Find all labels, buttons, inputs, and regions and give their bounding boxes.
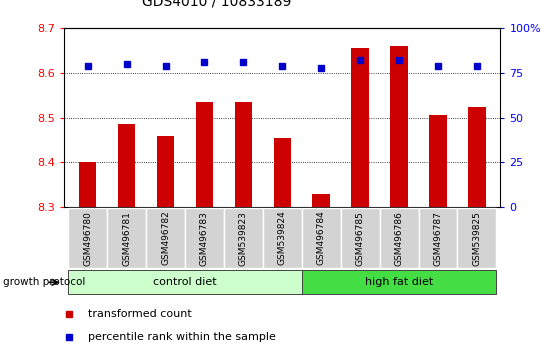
Bar [157,136,174,207]
Text: percentile rank within the sample: percentile rank within the sample [88,332,276,342]
Bar [390,46,408,207]
Bar [196,102,213,207]
Text: GSM539825: GSM539825 [472,211,481,266]
FancyBboxPatch shape [419,208,457,268]
FancyBboxPatch shape [302,208,340,268]
Bar [79,162,96,207]
Text: control diet: control diet [153,277,217,287]
FancyBboxPatch shape [263,208,302,268]
Bar [273,138,291,207]
Bar [235,102,252,207]
Text: GDS4010 / 10833189: GDS4010 / 10833189 [142,0,292,9]
FancyBboxPatch shape [107,208,146,268]
FancyBboxPatch shape [146,208,185,268]
Text: GSM539823: GSM539823 [239,211,248,266]
FancyBboxPatch shape [380,208,419,268]
Text: GSM539824: GSM539824 [278,211,287,266]
Bar [312,194,330,207]
Text: transformed count: transformed count [88,309,192,319]
Bar [429,115,447,207]
Text: GSM496785: GSM496785 [356,211,364,266]
Text: GSM496783: GSM496783 [200,211,209,266]
Text: high fat diet: high fat diet [365,277,433,287]
Bar [352,48,369,207]
FancyBboxPatch shape [185,208,224,268]
Text: GSM496781: GSM496781 [122,211,131,266]
Bar [468,107,486,207]
Text: GSM496787: GSM496787 [434,211,443,266]
Text: GSM496786: GSM496786 [395,211,404,266]
FancyBboxPatch shape [457,208,496,268]
FancyBboxPatch shape [340,208,380,268]
Text: GSM496784: GSM496784 [317,211,326,266]
Text: growth protocol: growth protocol [3,277,85,287]
Text: GSM496780: GSM496780 [83,211,92,266]
FancyBboxPatch shape [68,270,302,294]
Text: GSM496782: GSM496782 [161,211,170,266]
FancyBboxPatch shape [224,208,263,268]
FancyBboxPatch shape [68,208,107,268]
Bar [118,124,135,207]
FancyBboxPatch shape [302,270,496,294]
